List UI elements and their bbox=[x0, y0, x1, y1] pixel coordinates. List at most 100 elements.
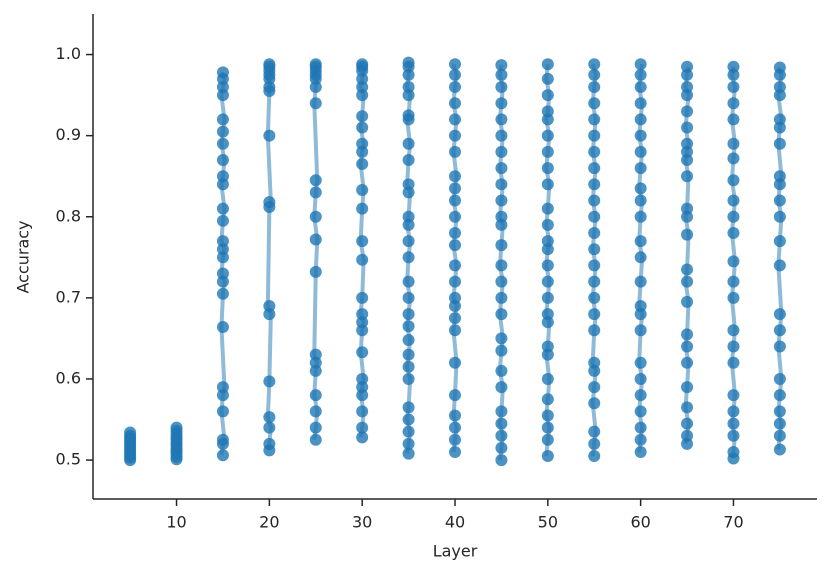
point bbox=[727, 389, 740, 402]
point bbox=[727, 356, 740, 369]
point bbox=[681, 80, 694, 93]
point bbox=[681, 228, 694, 241]
point bbox=[216, 170, 229, 183]
point bbox=[634, 372, 647, 385]
point bbox=[588, 210, 601, 223]
y-tick-label: 0.6 bbox=[56, 368, 81, 387]
point bbox=[495, 417, 508, 430]
point bbox=[402, 372, 415, 385]
point bbox=[402, 235, 415, 248]
point bbox=[495, 97, 508, 110]
point bbox=[634, 194, 647, 207]
point bbox=[402, 437, 415, 450]
point bbox=[263, 58, 276, 71]
y-tick-label: 0.9 bbox=[56, 125, 81, 144]
point bbox=[588, 178, 601, 191]
point bbox=[309, 233, 322, 246]
point bbox=[773, 443, 786, 456]
point bbox=[681, 429, 694, 442]
point bbox=[588, 425, 601, 438]
point bbox=[495, 129, 508, 142]
point bbox=[495, 275, 508, 288]
y-tick-label: 0.8 bbox=[56, 206, 81, 225]
point bbox=[402, 308, 415, 321]
point bbox=[216, 202, 229, 215]
point bbox=[356, 431, 369, 444]
y-tick-label: 0.7 bbox=[56, 287, 81, 306]
point bbox=[541, 450, 554, 463]
point bbox=[588, 397, 601, 410]
point bbox=[773, 308, 786, 321]
point bbox=[541, 218, 554, 231]
point bbox=[449, 389, 461, 402]
point bbox=[634, 356, 647, 369]
point bbox=[495, 429, 508, 442]
point bbox=[727, 80, 740, 93]
point bbox=[588, 243, 601, 256]
point bbox=[402, 320, 415, 333]
point bbox=[449, 226, 461, 239]
point bbox=[634, 324, 647, 337]
point bbox=[727, 340, 740, 353]
point bbox=[449, 113, 461, 126]
point bbox=[588, 381, 601, 394]
point bbox=[681, 105, 694, 118]
point bbox=[216, 137, 229, 150]
point bbox=[495, 68, 508, 81]
point bbox=[681, 381, 694, 394]
point bbox=[495, 291, 508, 304]
point bbox=[773, 259, 786, 272]
point bbox=[309, 389, 322, 402]
point bbox=[309, 186, 322, 199]
point bbox=[356, 235, 369, 248]
point bbox=[727, 113, 740, 126]
point bbox=[634, 162, 647, 175]
point bbox=[449, 80, 461, 93]
point bbox=[588, 58, 601, 71]
point bbox=[773, 194, 786, 207]
point bbox=[541, 259, 554, 272]
point bbox=[727, 275, 740, 288]
point bbox=[773, 340, 786, 353]
point bbox=[402, 401, 415, 414]
x-tick-label: 60 bbox=[630, 513, 650, 532]
point bbox=[309, 97, 322, 110]
point bbox=[541, 372, 554, 385]
point bbox=[588, 129, 601, 142]
point bbox=[356, 291, 369, 304]
point bbox=[449, 356, 461, 369]
point bbox=[681, 263, 694, 276]
point bbox=[495, 441, 508, 454]
point bbox=[634, 235, 647, 248]
point bbox=[495, 59, 508, 72]
point bbox=[495, 145, 508, 158]
point bbox=[449, 312, 461, 325]
point bbox=[309, 421, 322, 434]
point bbox=[681, 137, 694, 150]
point bbox=[263, 437, 276, 450]
point bbox=[216, 66, 229, 79]
point bbox=[309, 405, 322, 418]
point bbox=[773, 389, 786, 402]
point bbox=[216, 267, 229, 280]
point bbox=[402, 413, 415, 426]
point bbox=[263, 411, 276, 424]
layer-line bbox=[776, 66, 784, 450]
point bbox=[773, 372, 786, 385]
point bbox=[634, 433, 647, 446]
point bbox=[402, 178, 415, 191]
point bbox=[681, 340, 694, 353]
point bbox=[681, 417, 694, 430]
point bbox=[681, 401, 694, 414]
point bbox=[541, 178, 554, 191]
point bbox=[402, 334, 415, 347]
point bbox=[449, 194, 461, 207]
point bbox=[727, 60, 740, 73]
point bbox=[681, 328, 694, 341]
x-tick-label: 40 bbox=[445, 513, 465, 532]
point bbox=[495, 239, 508, 252]
point bbox=[588, 275, 601, 288]
point bbox=[356, 372, 369, 385]
point bbox=[216, 125, 229, 138]
point bbox=[588, 145, 601, 158]
